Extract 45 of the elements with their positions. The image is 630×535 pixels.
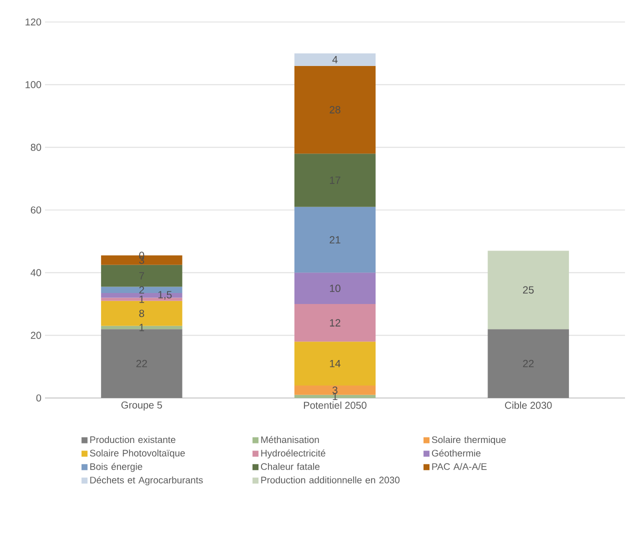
data-label: 1,5: [158, 291, 172, 300]
bar: [488, 329, 569, 398]
data-label: 10: [330, 284, 340, 292]
bar: [294, 66, 376, 154]
x-tick-label: Potentiel 2050: [304, 402, 366, 409]
data-label: 12: [330, 319, 340, 326]
data-label: 14: [330, 360, 340, 368]
legend-label: Hydroélectricité: [261, 449, 326, 458]
data-label: 21: [330, 236, 340, 244]
bar: [294, 154, 376, 207]
bar: [294, 206, 376, 273]
data-label: 2: [139, 286, 144, 294]
bar: [101, 326, 182, 330]
y-tick-label: 100: [26, 81, 42, 88]
data-label: 1: [140, 324, 144, 332]
y-tick-label: 20: [30, 332, 42, 339]
legend-label: Déchets et Agrocarburants: [90, 476, 203, 486]
bar: [488, 250, 569, 330]
bar: [101, 264, 182, 287]
bar: [294, 304, 376, 342]
legend-label: Solaire Photovoltaïque: [90, 450, 185, 458]
legend-label: Solaire thermique: [432, 436, 506, 445]
data-label: 4: [332, 56, 338, 64]
bar: [294, 342, 376, 386]
bar: [294, 272, 376, 304]
legend-label: Chaleur fatale: [260, 462, 320, 470]
legend-label: Méthanisation: [261, 436, 319, 444]
y-tick-label: 0: [36, 394, 42, 402]
legend-label: Production existante: [90, 436, 176, 444]
bar: [294, 53, 376, 66]
data-label: 1: [332, 392, 338, 400]
x-tick-label: Groupe 5: [121, 402, 162, 411]
data-label: 28: [330, 106, 340, 114]
y-tick-label: 60: [30, 206, 42, 214]
data-label: 25: [523, 286, 534, 294]
legend-label: Production additionnelle en 2030: [261, 476, 400, 484]
y-tick-label: 120: [26, 18, 42, 26]
legend-label: Géothermie: [432, 449, 481, 457]
bar: [294, 394, 376, 398]
y-tick-label: 40: [30, 269, 42, 276]
x-tick-label: Cible 2030: [505, 402, 552, 409]
legend-label: Bois énergie: [90, 462, 142, 472]
y-tick-label: 80: [30, 144, 42, 151]
data-label: 8: [139, 310, 144, 318]
legend-label: PAC A/A-A/E: [432, 462, 487, 470]
